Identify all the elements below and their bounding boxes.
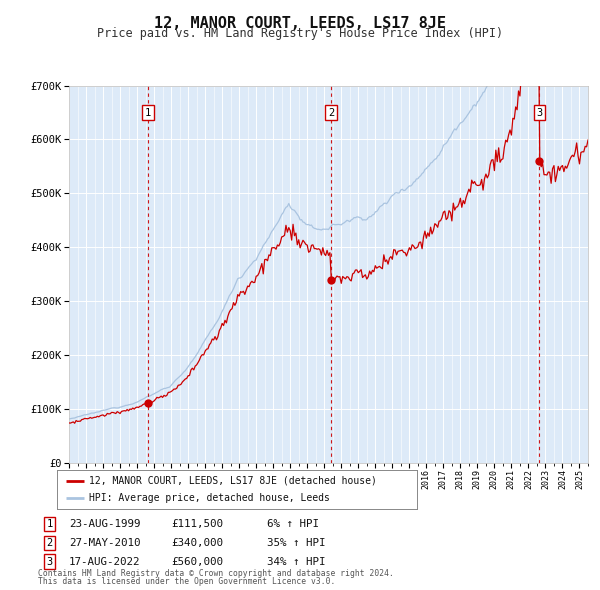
- Text: 2: 2: [328, 107, 334, 117]
- Text: 3: 3: [47, 557, 53, 566]
- Text: 17-AUG-2022: 17-AUG-2022: [69, 557, 140, 566]
- Text: 1: 1: [47, 519, 53, 529]
- Text: 34% ↑ HPI: 34% ↑ HPI: [267, 557, 325, 566]
- Text: 6% ↑ HPI: 6% ↑ HPI: [267, 519, 319, 529]
- Text: 23-AUG-1999: 23-AUG-1999: [69, 519, 140, 529]
- Text: Contains HM Land Registry data © Crown copyright and database right 2024.: Contains HM Land Registry data © Crown c…: [38, 569, 394, 578]
- Text: This data is licensed under the Open Government Licence v3.0.: This data is licensed under the Open Gov…: [38, 578, 335, 586]
- Text: 12, MANOR COURT, LEEDS, LS17 8JE: 12, MANOR COURT, LEEDS, LS17 8JE: [154, 16, 446, 31]
- Text: HPI: Average price, detached house, Leeds: HPI: Average price, detached house, Leed…: [89, 493, 330, 503]
- Text: 3: 3: [536, 107, 542, 117]
- Text: Price paid vs. HM Land Registry's House Price Index (HPI): Price paid vs. HM Land Registry's House …: [97, 27, 503, 40]
- Text: £340,000: £340,000: [171, 538, 223, 548]
- Text: 27-MAY-2010: 27-MAY-2010: [69, 538, 140, 548]
- Text: £560,000: £560,000: [171, 557, 223, 566]
- Text: 35% ↑ HPI: 35% ↑ HPI: [267, 538, 325, 548]
- Text: 12, MANOR COURT, LEEDS, LS17 8JE (detached house): 12, MANOR COURT, LEEDS, LS17 8JE (detach…: [89, 476, 377, 486]
- Text: £111,500: £111,500: [171, 519, 223, 529]
- Text: 1: 1: [145, 107, 151, 117]
- Text: 2: 2: [47, 538, 53, 548]
